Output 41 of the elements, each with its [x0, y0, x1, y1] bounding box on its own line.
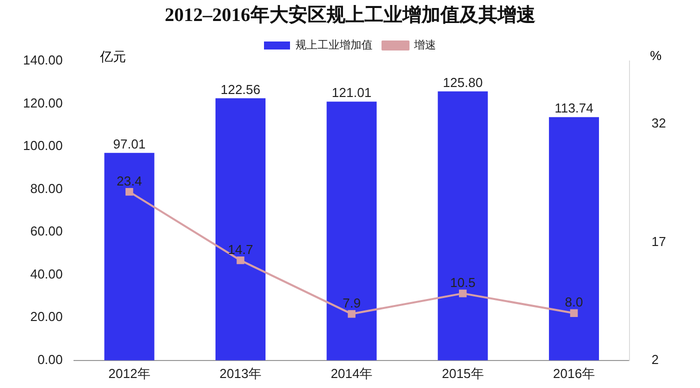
legend-label: 规上工业增加值 — [296, 38, 372, 52]
y-tick-label: 100.00 — [22, 138, 63, 154]
point — [236, 256, 244, 264]
point — [348, 310, 356, 318]
point — [126, 188, 134, 196]
y2-tick-label: 2 — [652, 352, 659, 367]
point — [570, 309, 578, 317]
data-label: 8.0 — [564, 294, 583, 310]
bar — [438, 91, 488, 360]
y-tick-label: 0.00 — [37, 352, 63, 367]
y2-tick-label: 17 — [652, 234, 666, 249]
bar — [104, 152, 154, 360]
x-tick-label: 2013年 — [220, 366, 262, 381]
y-tick-label: 80.00 — [30, 180, 63, 196]
data-label: 121.01 — [332, 85, 372, 100]
legend-label: 增速 — [413, 38, 436, 52]
data-label: 125.80 — [442, 74, 483, 90]
data-label: 7.9 — [342, 295, 361, 310]
data-label: 14.7 — [228, 242, 254, 257]
chart-title: 2012–2016年大安区规上工业增加值及其增速 — [164, 4, 536, 28]
point — [458, 290, 467, 298]
data-label: 113.74 — [554, 100, 594, 116]
bar — [215, 98, 266, 360]
y-tick-label: 20.00 — [30, 309, 63, 324]
x-tick-label: 2015年 — [442, 366, 484, 381]
bar — [326, 102, 377, 360]
y-tick-label: 140.00 — [22, 52, 63, 68]
y-axis-title: 亿元 — [100, 48, 126, 66]
x-tick-label: 2016年 — [553, 366, 595, 381]
data-label: 10.5 — [450, 275, 476, 290]
y2-tick-label: 32 — [652, 116, 666, 131]
y-tick-label: 120.00 — [22, 95, 63, 110]
y2-axis-title: % — [650, 48, 662, 63]
data-label: 122.56 — [220, 82, 260, 97]
data-label: 97.01 — [113, 136, 146, 152]
data-label: 23.4 — [116, 173, 142, 188]
x-tick-label: 2012年 — [108, 366, 150, 381]
x-tick-label: 2014年 — [330, 366, 373, 381]
bar — [548, 117, 599, 360]
y-tick-label: 60.00 — [30, 224, 63, 239]
y-tick-label: 40.00 — [30, 266, 63, 282]
